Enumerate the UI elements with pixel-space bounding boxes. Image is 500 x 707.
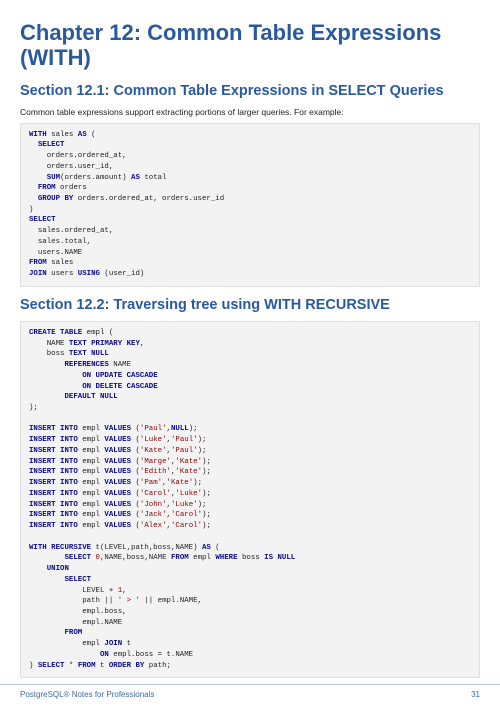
section-1-title: Section 12.1: Common Table Expressions i… [20,83,480,99]
chapter-title: Chapter 12: Common Table Expressions (WI… [20,20,480,71]
footer-page-number: 31 [471,690,480,699]
code-block-2: CREATE TABLE empl ( NAME TEXT PRIMARY KE… [20,321,480,679]
page-content: Chapter 12: Common Table Expressions (WI… [0,0,500,678]
code-block-1: WITH sales AS ( SELECT orders.ordered_at… [20,123,480,287]
page-footer: PostgreSQL® Notes for Professionals 31 [0,684,500,707]
footer-left: PostgreSQL® Notes for Professionals [20,690,154,699]
section-1-intro: Common table expressions support extract… [20,107,480,117]
section-2-title: Section 12.2: Traversing tree using WITH… [20,297,480,313]
